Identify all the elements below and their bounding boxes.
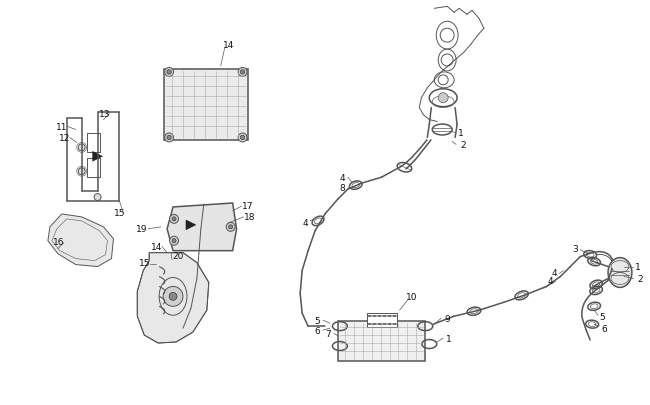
Text: 5: 5 [314, 316, 320, 325]
Text: 2: 2 [637, 274, 643, 283]
Text: 9: 9 [445, 314, 450, 323]
Text: 5: 5 [599, 312, 605, 321]
Polygon shape [167, 203, 237, 251]
Text: 2: 2 [460, 141, 466, 149]
Bar [87, 158, 100, 177]
Circle shape [438, 94, 448, 103]
Text: 15: 15 [114, 209, 125, 218]
Text: 7: 7 [325, 329, 331, 338]
Circle shape [172, 239, 176, 243]
Text: 12: 12 [59, 134, 70, 143]
Text: 14: 14 [151, 243, 162, 252]
Text: 8: 8 [339, 183, 344, 192]
Circle shape [78, 145, 85, 151]
Circle shape [164, 68, 174, 77]
Text: 4: 4 [339, 173, 344, 182]
Text: 16: 16 [53, 238, 64, 247]
Bar [87, 134, 100, 152]
Circle shape [170, 237, 179, 245]
Text: 14: 14 [223, 40, 235, 49]
Circle shape [78, 168, 85, 175]
Text: 10: 10 [406, 292, 417, 301]
Text: 1: 1 [447, 334, 452, 343]
Circle shape [163, 287, 183, 307]
Text: 20: 20 [172, 252, 184, 260]
Text: 13: 13 [99, 110, 110, 119]
Text: 1: 1 [458, 129, 464, 138]
Text: 4: 4 [552, 269, 557, 277]
Bar [367, 313, 396, 327]
Text: 4: 4 [302, 219, 308, 228]
Circle shape [167, 136, 171, 140]
Circle shape [226, 223, 235, 232]
Text: 6: 6 [601, 324, 607, 333]
Polygon shape [92, 152, 103, 162]
Circle shape [94, 194, 101, 201]
Text: 6: 6 [314, 326, 320, 335]
Text: 17: 17 [242, 202, 254, 211]
Text: 15: 15 [138, 258, 150, 267]
Circle shape [169, 293, 177, 301]
Text: 1: 1 [635, 262, 641, 271]
Circle shape [167, 70, 171, 75]
Circle shape [164, 134, 174, 143]
Polygon shape [186, 220, 196, 230]
Text: 18: 18 [244, 213, 255, 222]
Circle shape [240, 136, 245, 140]
Circle shape [238, 68, 247, 77]
Text: 11: 11 [56, 123, 68, 132]
Circle shape [238, 134, 247, 143]
Circle shape [240, 70, 245, 75]
Polygon shape [137, 253, 209, 343]
Circle shape [229, 225, 233, 229]
Bar [164, 70, 248, 141]
Circle shape [172, 217, 176, 221]
Text: 19: 19 [135, 225, 147, 234]
Bar [338, 322, 425, 361]
Text: 4: 4 [548, 276, 553, 285]
Text: 3: 3 [573, 245, 578, 254]
Polygon shape [48, 214, 114, 267]
Circle shape [170, 215, 179, 224]
Ellipse shape [608, 258, 632, 288]
